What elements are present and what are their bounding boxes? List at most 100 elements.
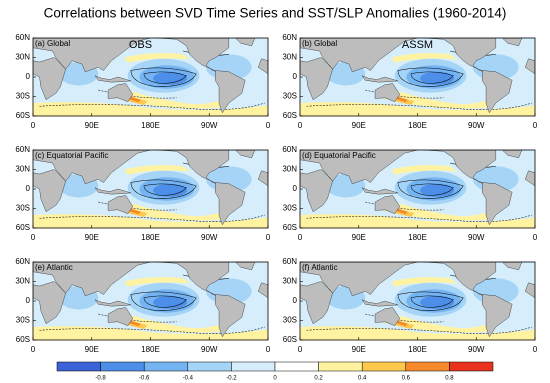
colorbar-tick-label: -0.6 [139,376,150,382]
colorbar-swatch [231,361,276,372]
lon-label: 0 [31,121,36,130]
colorbar-swatch [361,361,407,372]
lat-label: 60N [15,33,30,42]
lat-label: 30S [283,316,297,325]
lon-label: 0 [533,345,538,354]
colorbar-tick-label: -0.4 [183,376,194,382]
lon-label: 180E [141,233,160,242]
lon-label: 90E [85,345,99,354]
lat-label: 60N [15,145,30,154]
lat-label: 60N [282,257,297,266]
colorbar-tick-label: -0.2 [226,376,237,382]
lat-label: 0 [293,296,298,305]
colorbar-swatch [274,361,319,372]
panel-label: (a) Global [35,39,70,48]
map [33,262,268,340]
lat-label: 30N [15,165,30,174]
lat-label: 30N [15,53,30,62]
lon-label: 180E [141,345,160,354]
lat-label: 30N [282,165,297,174]
lon-label: 0 [266,345,271,354]
lon-label: 90W [201,233,218,242]
lon-label: 0 [266,233,271,242]
panel-label: (e) Atlantic [35,263,73,272]
lat-label: 30N [282,277,297,286]
lat-label: 60N [15,257,30,266]
lat-label: 30S [283,92,297,101]
map-field [300,262,535,340]
panel-label: (f) Atlantic [302,263,338,272]
colorbar-swatch [56,361,101,372]
lat-label: 0 [26,72,31,81]
map [300,262,535,340]
figure-title: Correlations between SVD Time Series and… [44,6,507,21]
map-field [33,262,268,340]
panel-label: (d) Equatorial Pacific [302,151,376,160]
lon-label: 90W [468,121,485,130]
lon-label: 90W [201,121,218,130]
colorbar-swatch [449,361,494,372]
lon-label: 90W [468,233,485,242]
lon-label: 90W [201,345,218,354]
map-field [300,150,535,228]
lon-label: 0 [533,233,538,242]
lon-label: 0 [533,121,538,130]
colorbar-swatch [187,361,232,372]
lat-label: 30S [16,316,30,325]
column-label: ASSM [402,39,433,51]
lon-label: 90E [352,233,366,242]
colorbar-tick-label: 0 [273,376,277,382]
lon-label: 0 [266,121,271,130]
colorbar-swatch [100,361,145,372]
colorbar-tick-label: 0.4 [358,376,367,382]
lat-label: 60S [283,335,297,344]
lat-label: 0 [293,72,298,81]
colorbar-tick-label: 0.8 [445,376,454,382]
lon-label: 180E [408,233,427,242]
lat-label: 30S [283,204,297,213]
lon-label: 0 [298,121,303,130]
colorbar-swatch [143,361,189,372]
column-label: OBS [129,39,152,51]
lon-label: 0 [298,233,303,242]
lat-label: 0 [293,184,298,193]
lat-label: 30N [15,277,30,286]
map [300,150,535,228]
lat-label: 60S [16,223,30,232]
lon-label: 0 [31,233,36,242]
lon-label: 90E [352,121,366,130]
lon-label: 0 [31,345,36,354]
panel-label: (c) Equatorial Pacific [35,151,108,160]
colorbar-tick-label: 0.6 [402,376,411,382]
lat-label: 30S [16,204,30,213]
lat-label: 60N [282,145,297,154]
lat-label: 60S [283,223,297,232]
lat-label: 60N [282,33,297,42]
colorbar-tick-label: -0.8 [95,376,106,382]
colorbar-swatch [318,361,363,372]
map [33,150,268,228]
lat-label: 0 [26,184,31,193]
lat-label: 30S [16,92,30,101]
lon-label: 180E [408,345,427,354]
map-field [33,150,268,228]
lat-label: 60S [16,111,30,120]
colorbar: -0.8 -0.6 -0.4 -0.2 0 0.2 0.4 0.6 0.8 [56,361,494,382]
lat-label: 60S [283,111,297,120]
colorbar-tick-label: 0.2 [314,376,323,382]
lon-label: 0 [298,345,303,354]
lat-label: 0 [26,296,31,305]
lon-label: 180E [408,121,427,130]
lon-label: 90E [85,121,99,130]
lat-label: 30N [282,53,297,62]
panel-label: (b) Global [302,39,337,48]
lon-label: 90W [468,345,485,354]
